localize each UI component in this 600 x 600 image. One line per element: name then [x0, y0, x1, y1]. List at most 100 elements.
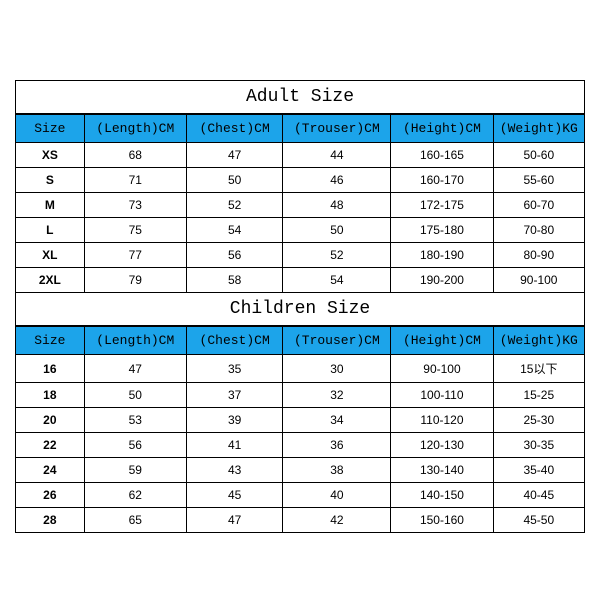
table-cell: 25-30 [493, 408, 584, 433]
table-cell: 32 [283, 383, 391, 408]
table-cell: 47 [186, 508, 283, 533]
col-header: (Height)CM [391, 327, 493, 355]
children-header-row: Size(Length)CM(Chest)CM(Trouser)CM(Heigh… [16, 327, 584, 355]
table-cell: 130-140 [391, 458, 493, 483]
col-header: (Weight)KG [493, 327, 584, 355]
table-cell: 30-35 [493, 433, 584, 458]
table-cell: 18 [16, 383, 84, 408]
table-cell: 54 [186, 218, 283, 243]
table-cell: 60-70 [493, 193, 584, 218]
table-cell: 52 [186, 193, 283, 218]
table-cell: 70-80 [493, 218, 584, 243]
table-cell: 65 [84, 508, 186, 533]
table-cell: 68 [84, 143, 186, 168]
table-cell: 100-110 [391, 383, 493, 408]
col-header: (Trouser)CM [283, 327, 391, 355]
col-header: (Chest)CM [186, 327, 283, 355]
table-cell: 55-60 [493, 168, 584, 193]
col-header: (Chest)CM [186, 115, 283, 143]
table-cell: 77 [84, 243, 186, 268]
table-row: 22564136120-13030-35 [16, 433, 584, 458]
table-row: XS684744160-16550-60 [16, 143, 584, 168]
table-cell: 15以下 [493, 355, 584, 383]
table-row: 1647353090-10015以下 [16, 355, 584, 383]
table-cell: M [16, 193, 84, 218]
col-header: Size [16, 115, 84, 143]
table-cell: 71 [84, 168, 186, 193]
table-cell: 46 [283, 168, 391, 193]
table-cell: 50 [84, 383, 186, 408]
table-row: 20533934110-12025-30 [16, 408, 584, 433]
table-cell: 190-200 [391, 268, 493, 293]
table-cell: 90-100 [493, 268, 584, 293]
adult-table: Size(Length)CM(Chest)CM(Trouser)CM(Heigh… [16, 114, 584, 293]
table-cell: 52 [283, 243, 391, 268]
table-cell: 160-170 [391, 168, 493, 193]
table-cell: 16 [16, 355, 84, 383]
col-header: (Length)CM [84, 115, 186, 143]
table-cell: 53 [84, 408, 186, 433]
adult-title: Adult Size [16, 81, 584, 114]
table-cell: 50-60 [493, 143, 584, 168]
table-row: 28654742150-16045-50 [16, 508, 584, 533]
table-row: 24594338130-14035-40 [16, 458, 584, 483]
table-row: 18503732100-11015-25 [16, 383, 584, 408]
table-cell: 24 [16, 458, 84, 483]
table-cell: 39 [186, 408, 283, 433]
children-table: Size(Length)CM(Chest)CM(Trouser)CM(Heigh… [16, 326, 584, 533]
adult-header-row: Size(Length)CM(Chest)CM(Trouser)CM(Heigh… [16, 115, 584, 143]
table-cell: 35 [186, 355, 283, 383]
table-cell: 56 [186, 243, 283, 268]
table-cell: 140-150 [391, 483, 493, 508]
table-cell: 160-165 [391, 143, 493, 168]
table-cell: 75 [84, 218, 186, 243]
table-row: L755450175-18070-80 [16, 218, 584, 243]
table-cell: 40 [283, 483, 391, 508]
table-cell: 56 [84, 433, 186, 458]
table-cell: L [16, 218, 84, 243]
table-cell: 110-120 [391, 408, 493, 433]
table-cell: 59 [84, 458, 186, 483]
table-row: S715046160-17055-60 [16, 168, 584, 193]
table-cell: 34 [283, 408, 391, 433]
table-row: XL775652180-19080-90 [16, 243, 584, 268]
table-cell: 62 [84, 483, 186, 508]
size-chart: Adult Size Size(Length)CM(Chest)CM(Trous… [15, 80, 585, 533]
table-cell: 37 [186, 383, 283, 408]
table-cell: 80-90 [493, 243, 584, 268]
table-cell: 180-190 [391, 243, 493, 268]
table-cell: 47 [186, 143, 283, 168]
table-cell: 175-180 [391, 218, 493, 243]
table-cell: S [16, 168, 84, 193]
col-header: (Trouser)CM [283, 115, 391, 143]
table-cell: 40-45 [493, 483, 584, 508]
table-cell: XL [16, 243, 84, 268]
table-cell: 150-160 [391, 508, 493, 533]
table-cell: 26 [16, 483, 84, 508]
table-row: M735248172-17560-70 [16, 193, 584, 218]
table-cell: 73 [84, 193, 186, 218]
table-cell: 28 [16, 508, 84, 533]
table-cell: 50 [186, 168, 283, 193]
children-title: Children Size [16, 293, 584, 326]
table-cell: 35-40 [493, 458, 584, 483]
table-cell: 58 [186, 268, 283, 293]
table-cell: 20 [16, 408, 84, 433]
table-cell: 15-25 [493, 383, 584, 408]
table-cell: 42 [283, 508, 391, 533]
table-cell: 47 [84, 355, 186, 383]
col-header: (Weight)KG [493, 115, 584, 143]
table-cell: 90-100 [391, 355, 493, 383]
table-cell: 43 [186, 458, 283, 483]
table-cell: 22 [16, 433, 84, 458]
table-cell: 54 [283, 268, 391, 293]
col-header: (Height)CM [391, 115, 493, 143]
table-cell: 2XL [16, 268, 84, 293]
table-cell: 79 [84, 268, 186, 293]
table-row: 26624540140-15040-45 [16, 483, 584, 508]
table-cell: 172-175 [391, 193, 493, 218]
table-cell: 45-50 [493, 508, 584, 533]
table-cell: 38 [283, 458, 391, 483]
table-cell: 50 [283, 218, 391, 243]
table-cell: 120-130 [391, 433, 493, 458]
